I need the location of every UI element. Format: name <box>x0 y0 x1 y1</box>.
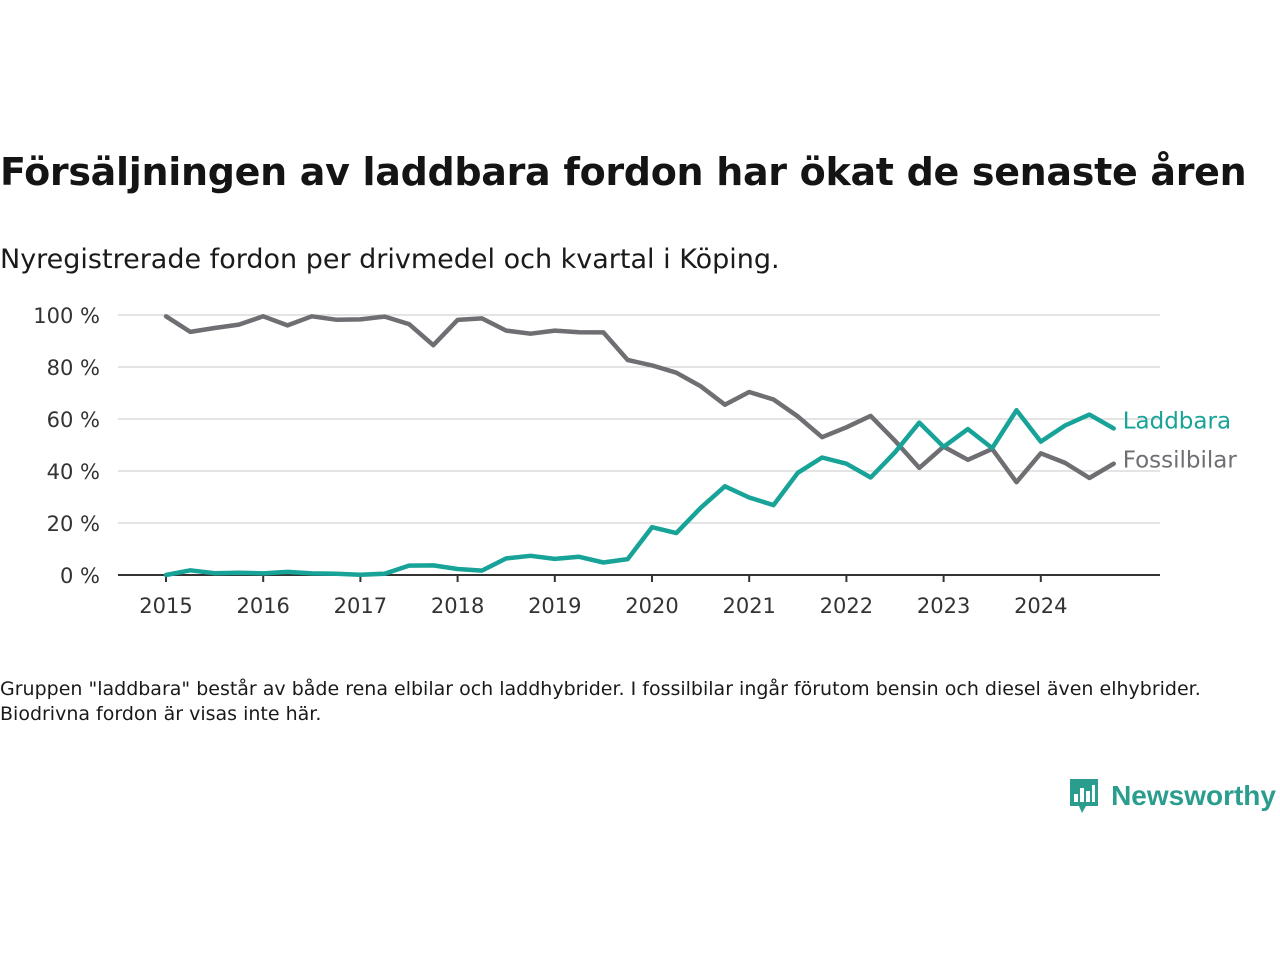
x-tick-label: 2019 <box>528 594 581 618</box>
series-line-laddbara <box>163 407 1116 578</box>
x-tick-label: 2021 <box>722 594 775 618</box>
footnote: Gruppen "laddbara" består av både rena e… <box>0 678 1201 725</box>
x-tick-label: 2016 <box>236 594 289 618</box>
series-labels: Fossilbilar Laddbara <box>1123 408 1238 473</box>
y-tick-label: 100 % <box>33 304 100 328</box>
y-tick-label: 0 % <box>60 564 100 588</box>
line-chart: 0 %20 %40 %60 %80 %100 % 2015 2016 2017 201… <box>33 304 1238 618</box>
chart-subtitle: Nyregistrerade fordon per drivmedel och … <box>0 244 780 275</box>
y-axis-labels: 0 % 20 % 40 % 60 % 80 % 100 % <box>33 304 100 588</box>
page-title: Försäljningen av laddbara fordon har öka… <box>0 150 1247 194</box>
x-axis: 2015 2016 2017 2018 2019 2020 2021 2022 2023 2024 <box>118 574 1160 618</box>
x-tick-label: 2022 <box>820 594 873 618</box>
x-tick-label: 2018 <box>431 594 484 618</box>
y-tick-label: 80 % <box>47 356 100 380</box>
x-tick-label: 2017 <box>334 594 387 618</box>
brand-logo: Newsworthy <box>1067 776 1276 816</box>
series-label-laddbara: Laddbara <box>1123 408 1231 434</box>
y-tick-label: 20 % <box>47 512 100 536</box>
series-label-fossilbilar: Fossilbilar <box>1123 448 1238 474</box>
series-lines <box>163 314 1116 578</box>
x-tick-label: 2015 <box>139 594 192 618</box>
x-tick-label: 2023 <box>917 594 970 618</box>
brand-name: Newsworthy <box>1111 780 1276 811</box>
y-tick-label: 40 % <box>47 460 100 484</box>
x-tick-label: 2024 <box>1014 594 1067 618</box>
x-tick-label: 2020 <box>625 594 678 618</box>
gridlines <box>118 314 1160 524</box>
y-tick-label: 60 % <box>47 408 100 432</box>
series-line-fossilbilar <box>163 314 1116 485</box>
newsworthy-logo-icon <box>1070 779 1099 813</box>
